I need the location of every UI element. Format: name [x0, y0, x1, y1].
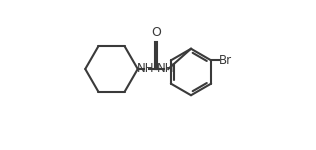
Text: O: O	[151, 26, 161, 39]
Text: NH: NH	[137, 63, 155, 75]
Text: NH: NH	[157, 63, 174, 75]
Text: Br: Br	[219, 54, 232, 67]
